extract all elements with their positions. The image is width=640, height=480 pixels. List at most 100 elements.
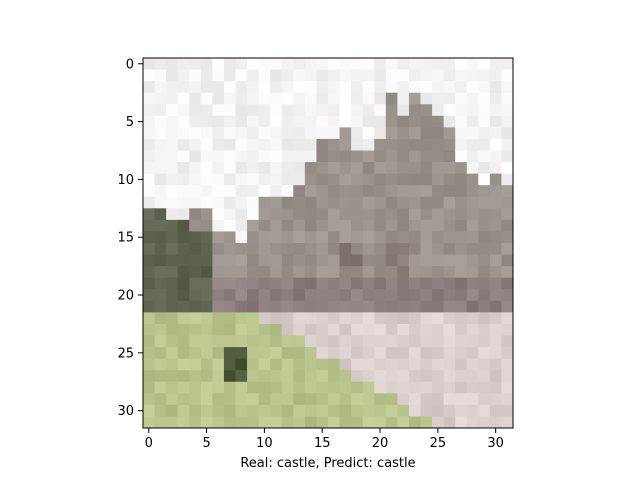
image-pixel [420, 254, 433, 267]
image-pixel [235, 323, 248, 336]
image-pixel [143, 266, 155, 279]
image-pixel [143, 370, 155, 383]
image-pixel [247, 404, 260, 417]
image-pixel [304, 323, 317, 336]
image-pixel [420, 335, 433, 348]
image-pixel [466, 127, 479, 140]
image-pixel [223, 104, 236, 117]
image-pixel [281, 150, 294, 163]
image-pixel [351, 254, 364, 267]
image-pixel [408, 266, 421, 279]
image-pixel [339, 58, 352, 70]
image-pixel [270, 323, 283, 336]
image-pixel [443, 150, 456, 163]
image-pixel [351, 312, 364, 325]
image-pixel [328, 173, 340, 186]
image-pixel [143, 127, 155, 140]
image-pixel [235, 127, 248, 140]
image-pixel [408, 92, 421, 105]
image-pixel [339, 404, 352, 417]
image-pixel [351, 266, 364, 279]
image-pixel [143, 335, 155, 348]
image-pixel [443, 254, 456, 267]
image-pixel [466, 300, 479, 313]
image-pixel [270, 173, 283, 186]
image-pixel [258, 185, 271, 198]
image-pixel [223, 323, 236, 336]
image-pixel [374, 393, 387, 406]
image-pixel [339, 254, 352, 267]
image-pixel [328, 312, 340, 325]
image-pixel [374, 150, 387, 163]
image-pixel [397, 393, 410, 406]
image-pixel [385, 231, 398, 244]
image-pixel [143, 162, 155, 175]
image-pixel [270, 208, 283, 221]
image-pixel [443, 266, 456, 279]
image-pixel [189, 254, 202, 267]
image-pixel [478, 208, 491, 221]
image-pixel [143, 219, 155, 232]
image-pixel [351, 92, 364, 105]
image-pixel [189, 300, 202, 313]
image-pixel [328, 277, 340, 290]
image-pixel [177, 243, 190, 255]
image-pixel [420, 58, 433, 70]
image-pixel [281, 81, 294, 94]
image-pixel [200, 289, 213, 302]
image-pixel [478, 312, 491, 325]
image-pixel [397, 58, 410, 70]
image-pixel [351, 104, 364, 117]
image-pixel [189, 196, 202, 209]
image-pixel [478, 219, 491, 232]
image-pixel [304, 81, 317, 94]
image-pixel [293, 335, 306, 348]
image-pixel [166, 289, 179, 302]
image-pixel [328, 243, 340, 255]
image-pixel [466, 404, 479, 417]
image-pixel [328, 231, 340, 244]
image-pixel [478, 266, 491, 279]
image-pixel [154, 69, 167, 82]
image-pixel [177, 115, 190, 128]
image-pixel [478, 358, 491, 371]
image-pixel [270, 231, 283, 244]
image-pixel [455, 404, 468, 417]
image-pixel [328, 92, 340, 105]
image-pixel [374, 254, 387, 267]
image-pixel [200, 254, 213, 267]
image-pixel [166, 404, 179, 417]
image-pixel [235, 370, 248, 383]
image-pixel [304, 335, 317, 348]
y-tick-label: 30 [117, 404, 134, 419]
y-tick-label: 10 [117, 173, 134, 188]
image-pixel [223, 196, 236, 209]
image-pixel [223, 58, 236, 70]
image-pixel [351, 231, 364, 244]
image-pixel [501, 185, 514, 198]
image-pixel [455, 185, 468, 198]
image-pixel [212, 138, 225, 151]
image-pixel [258, 289, 271, 302]
image-pixel [455, 393, 468, 406]
image-pixel [408, 173, 421, 186]
image-pixel [489, 404, 502, 417]
image-pixel [339, 335, 352, 348]
image-pixel [489, 150, 502, 163]
image-pixel [293, 104, 306, 117]
image-pixel [432, 254, 445, 267]
image-pixel [432, 323, 445, 336]
image-pixel [466, 289, 479, 302]
image-pixel [432, 347, 445, 360]
image-pixel [177, 196, 190, 209]
image-pixel [362, 115, 375, 128]
image-pixel [143, 81, 155, 94]
image-pixel [247, 138, 260, 151]
image-pixel [443, 370, 456, 383]
image-pixel [166, 358, 179, 371]
image-pixel [408, 58, 421, 70]
image-pixel [489, 58, 502, 70]
image-pixel [223, 208, 236, 221]
image-pixel [177, 347, 190, 360]
image-pixel [478, 243, 491, 255]
